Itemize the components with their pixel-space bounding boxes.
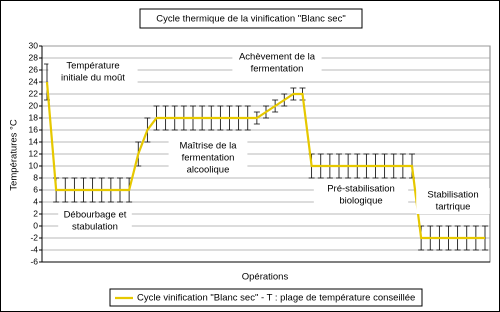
y-tick-label: 20: [29, 100, 39, 110]
annotation-text: Température: [66, 61, 119, 72]
title-box: [139, 8, 363, 29]
annotation-text: stabulation: [72, 222, 118, 233]
y-axis-label: Températures °C: [9, 119, 20, 191]
y-tick-label: 18: [29, 112, 39, 122]
annotation-text: Stabilisation: [427, 190, 478, 201]
annotation-text: Maîtrise de la: [179, 141, 237, 152]
x-axis-label: Opérations: [242, 272, 289, 283]
y-tick-label: 2: [33, 208, 38, 218]
annotation-text: alcoolique: [187, 165, 230, 176]
annotation-text: fermentation: [251, 64, 304, 75]
series-line: [45, 81, 485, 240]
y-tick-label: 28: [29, 52, 39, 62]
y-tick-label: 14: [29, 136, 39, 146]
y-tick-label: 8: [33, 172, 38, 182]
y-tick-label: 0: [33, 220, 38, 230]
annotation-text: biologique: [339, 196, 382, 207]
annotation-background: [416, 188, 490, 214]
y-tick-label: -4: [30, 244, 38, 254]
legend-box: [109, 288, 423, 307]
y-tick-label: 30: [29, 40, 39, 50]
annotation-text: Débourbage et: [64, 210, 127, 221]
y-tick-label: 12: [29, 148, 39, 158]
y-tick-label: 10: [29, 160, 39, 170]
chart-title: Cycle thermique de la vinification "Blan…: [156, 14, 345, 25]
y-tick-label: 26: [29, 64, 39, 74]
y-tick-label: -6: [30, 256, 38, 266]
annotation-text: Achèvement de la: [239, 52, 316, 63]
annotation-text: fermentation: [182, 153, 235, 164]
y-tick-label: 22: [29, 88, 39, 98]
y-tick-label: 4: [33, 196, 38, 206]
annotation-background: [313, 182, 409, 208]
y-tick-label: 24: [29, 76, 39, 86]
y-tick-label: 6: [33, 184, 38, 194]
annotation-background: [232, 50, 322, 76]
y-tick-label: -2: [30, 232, 38, 242]
annotation-background: [48, 59, 138, 85]
annotation-text: initiale du moût: [61, 73, 125, 84]
y-tick-label: 16: [29, 124, 39, 134]
annotation-text: Pré-stabilisation: [327, 184, 395, 195]
legend-label: Cycle vinification "Blanc sec" - T : pla…: [137, 293, 415, 304]
annotation-text: tartrique: [436, 202, 471, 213]
annotation-background: [168, 139, 248, 177]
annotation-background: [58, 208, 132, 234]
